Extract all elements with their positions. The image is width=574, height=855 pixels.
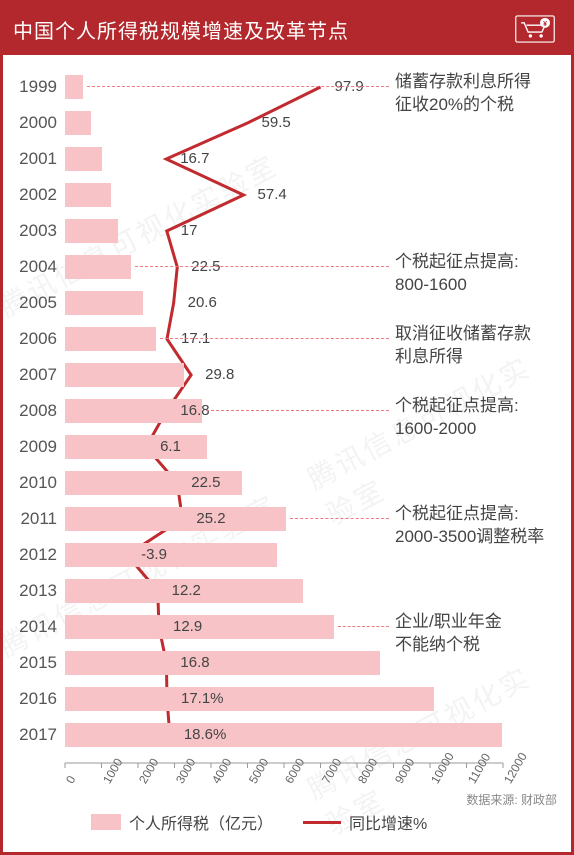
year-label: 2010	[7, 473, 57, 493]
reform-annotation: 企业/职业年金不能纳个税	[395, 611, 502, 657]
year-label: 2000	[7, 113, 57, 133]
tax-bar	[65, 219, 118, 243]
chart-title: 中国个人所得税规模增速及改革节点	[13, 15, 349, 44]
year-label: 2009	[7, 437, 57, 457]
year-label: 2013	[7, 581, 57, 601]
growth-value-label: 29.8	[205, 366, 234, 383]
annotation-leader	[160, 338, 389, 339]
header-bar: 中国个人所得税规模增速及改革节点 ¥	[3, 3, 571, 55]
reform-annotation: 个税起征点提高:1600-2000	[395, 395, 519, 441]
svg-text:¥: ¥	[543, 21, 547, 28]
year-label: 2002	[7, 185, 57, 205]
growth-value-label: 59.5	[262, 114, 291, 131]
growth-value-label: -3.9	[141, 546, 167, 563]
growth-value-label: 16.8	[180, 654, 209, 671]
legend-bar-label: 个人所得税（亿元）	[129, 810, 273, 834]
cart-yen-icon: ¥	[513, 13, 557, 45]
annotation-leader	[87, 86, 389, 87]
year-label: 2005	[7, 293, 57, 313]
reform-annotation: 个税起征点提高:800-1600	[395, 251, 519, 297]
tax-bar	[65, 687, 434, 711]
tax-bar	[65, 435, 207, 459]
growth-value-label: 16.7	[180, 150, 209, 167]
tax-bar	[65, 183, 111, 207]
tax-bar	[65, 363, 184, 387]
tax-bar	[65, 75, 83, 99]
growth-value-label: 20.6	[188, 294, 217, 311]
tax-bar	[65, 723, 502, 747]
tax-bar	[65, 147, 102, 171]
annotation-leader	[290, 518, 389, 519]
legend-bar-swatch	[91, 814, 121, 830]
growth-value-label: 17	[181, 222, 198, 239]
year-label: 2016	[7, 689, 57, 709]
annotation-leader	[135, 266, 389, 267]
legend-line-label: 同比增速%	[349, 810, 427, 834]
year-label: 2003	[7, 221, 57, 241]
reform-annotation: 取消征收储蓄存款利息所得	[395, 323, 531, 369]
year-label: 2001	[7, 149, 57, 169]
reform-annotation: 个税起征点提高:2000-3500调整税率	[395, 503, 544, 549]
year-label: 2006	[7, 329, 57, 349]
reform-annotation: 储蓄存款利息所得征收20%的个税	[395, 71, 531, 117]
year-label: 2007	[7, 365, 57, 385]
data-source: 数据来源: 财政部	[466, 791, 557, 808]
growth-value-label: 12.2	[172, 582, 201, 599]
growth-value-label: 22.5	[191, 474, 220, 491]
tax-bar	[65, 327, 156, 351]
tax-bar	[65, 507, 286, 531]
growth-value-label: 18.6%	[184, 726, 227, 743]
legend: 个人所得税（亿元） 同比增速%	[91, 810, 427, 834]
year-label: 2011	[7, 509, 57, 529]
year-label: 1999	[7, 77, 57, 97]
annotation-leader	[338, 626, 389, 627]
tax-bar	[65, 291, 143, 315]
tax-bar	[65, 255, 131, 279]
plot-region: 97.959.516.757.41722.520.617.129.816.86.…	[65, 75, 545, 775]
year-label: 2012	[7, 545, 57, 565]
year-label: 2008	[7, 401, 57, 421]
tax-bar	[65, 543, 277, 567]
infographic-root: 中国个人所得税规模增速及改革节点 ¥ 腾讯信息可视化实验室 腾讯信息可视化实验室…	[0, 0, 574, 855]
tax-bar	[65, 651, 380, 675]
growth-value-label: 12.9	[173, 618, 202, 635]
chart-area: 腾讯信息可视化实验室 腾讯信息可视化实验室 腾讯信息可视化实验室 腾讯信息可视化…	[3, 55, 571, 852]
annotation-leader	[206, 410, 389, 411]
legend-line-swatch	[303, 821, 341, 824]
growth-value-label: 6.1	[160, 438, 181, 455]
year-label: 2004	[7, 257, 57, 277]
year-label: 2015	[7, 653, 57, 673]
growth-value-label: 17.1%	[181, 690, 224, 707]
year-label: 2014	[7, 617, 57, 637]
growth-value-label: 25.2	[196, 510, 225, 527]
growth-value-label: 57.4	[258, 186, 287, 203]
tax-bar	[65, 111, 91, 135]
year-label: 2017	[7, 725, 57, 745]
